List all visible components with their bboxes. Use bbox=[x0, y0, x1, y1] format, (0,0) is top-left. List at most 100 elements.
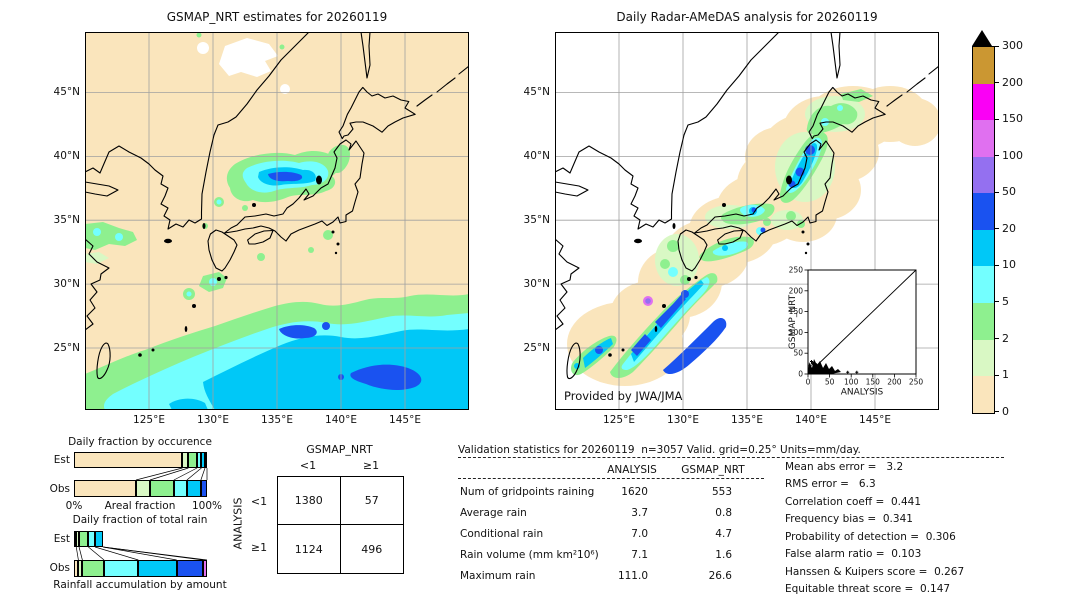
occurrence-obs-bar bbox=[74, 480, 208, 497]
colorbar-tick-mark bbox=[994, 155, 999, 157]
colorbar-labels: 0 1 2 5 10 20 50 100 150 200 300 bbox=[994, 39, 1034, 418]
connector-line bbox=[102, 546, 208, 561]
colorbar-tick-label: 20 bbox=[1002, 221, 1016, 235]
bar-segment bbox=[200, 480, 207, 497]
right-map: 0 50 100 150 200 250 0 50 100 150 200 25… bbox=[555, 32, 939, 410]
validation-header: Validation statistics for 20260119 n=305… bbox=[458, 444, 861, 456]
right-map-title: Daily Radar-AMeDAS analysis for 20260119 bbox=[616, 10, 878, 24]
colorbar bbox=[972, 46, 995, 414]
colorbar-segment-200-300 bbox=[973, 47, 994, 84]
colorbar-tick-label: 50 bbox=[1002, 185, 1016, 199]
areal-fraction-label: Areal fraction bbox=[104, 500, 176, 512]
totalrain-est-bar bbox=[74, 531, 208, 547]
contingency-cell: 496 bbox=[361, 542, 383, 556]
connector-line bbox=[94, 546, 139, 561]
connector-line bbox=[149, 467, 189, 481]
connector-line bbox=[135, 467, 183, 481]
colorbar-segment-0-1 bbox=[973, 376, 994, 413]
summary-stat: False alarm ratio = 0.103 bbox=[785, 548, 922, 560]
est-row-label: Est bbox=[53, 533, 70, 545]
contingency-cell: 1380 bbox=[278, 477, 341, 525]
connector-line bbox=[173, 467, 198, 481]
lon-tick-label: 145°E bbox=[389, 414, 421, 426]
bar-segment bbox=[74, 531, 77, 547]
bar-segment bbox=[197, 452, 202, 468]
bar-segment bbox=[173, 480, 187, 497]
lat-tick-label: 40°N bbox=[53, 150, 80, 162]
lon-tick-label: 145°E bbox=[859, 414, 891, 426]
colorbar-tick-mark bbox=[994, 264, 999, 266]
lat-tick-label: 35°N bbox=[53, 214, 80, 226]
colorbar-tick-mark bbox=[994, 191, 999, 193]
identity-line bbox=[807, 269, 917, 375]
inset-y-tick-labels: 0 50 100 150 200 250 bbox=[789, 266, 804, 379]
colorbar-tick-mark bbox=[994, 45, 999, 47]
colorbar-tick-label: 150 bbox=[1002, 112, 1023, 126]
bar-segment bbox=[76, 531, 80, 547]
contingency-row-label: <1 bbox=[250, 495, 268, 508]
svg-text:200: 200 bbox=[789, 286, 804, 295]
occurrence-chart-title: Daily fraction by occurence bbox=[68, 436, 212, 448]
summary-stat: Frequency bias = 0.341 bbox=[785, 513, 913, 525]
colorbar-tick-label: 10 bbox=[1002, 258, 1016, 272]
left-map-canvas bbox=[85, 32, 469, 410]
lon-tick-label: 135°E bbox=[261, 414, 293, 426]
validation-row-label: Maximum rain bbox=[460, 570, 536, 582]
connector-line bbox=[88, 546, 105, 561]
bar-segment bbox=[74, 452, 183, 468]
colorbar-tick-mark bbox=[994, 118, 999, 120]
analysis-axis-label: ANALYSIS bbox=[231, 497, 245, 550]
left-map-nodata-patches bbox=[197, 38, 290, 94]
bar-segment bbox=[182, 452, 189, 468]
obs-row-label: Obs bbox=[49, 562, 70, 574]
bar-segment bbox=[78, 560, 83, 577]
totalrain-connectors bbox=[75, 546, 208, 561]
bar-segment bbox=[74, 560, 79, 577]
colorbar-tick-label: 5 bbox=[1002, 294, 1009, 308]
contingency-col-label: ≥1 bbox=[362, 459, 380, 472]
est-row-label: Est bbox=[53, 454, 70, 466]
colorbar-tick-label: 2 bbox=[1002, 331, 1009, 345]
colorbar-segment-10-20 bbox=[973, 229, 994, 267]
bar-segment bbox=[95, 531, 103, 547]
inset-x-tick-labels: 0 50 100 150 200 250 bbox=[806, 378, 924, 387]
svg-text:50: 50 bbox=[825, 378, 835, 387]
contingency-col-label: <1 bbox=[299, 459, 317, 472]
bar-segment bbox=[203, 560, 207, 577]
right-map-canvas: 0 50 100 150 200 250 0 50 100 150 200 25… bbox=[555, 32, 939, 410]
contingency-cell: 57 bbox=[340, 477, 403, 525]
validation-value: 7.1 bbox=[631, 549, 648, 561]
lon-tick-label: 125°E bbox=[133, 414, 165, 426]
lon-tick-label: 130°E bbox=[197, 414, 229, 426]
validation-value: 26.6 bbox=[708, 570, 732, 582]
validation-value: 4.7 bbox=[715, 528, 732, 540]
connector-line bbox=[78, 546, 83, 561]
validation-value: 1.6 bbox=[715, 549, 732, 561]
colorbar-tick-mark bbox=[994, 374, 999, 376]
bar-segment bbox=[188, 452, 198, 468]
lat-tick-label: 30°N bbox=[53, 278, 80, 290]
lon-tick-label: 125°E bbox=[603, 414, 635, 426]
divider bbox=[458, 457, 1004, 458]
contingency-table: 1380 57 1124 496 bbox=[277, 476, 404, 574]
validation-col-header: GSMAP_NRT bbox=[681, 464, 745, 476]
inset-scatter: 0 50 100 150 200 250 0 50 100 150 200 25… bbox=[788, 266, 923, 398]
bar-segment bbox=[138, 560, 177, 577]
bar-segment bbox=[149, 480, 174, 497]
svg-text:250: 250 bbox=[789, 266, 804, 275]
validation-value: 7.0 bbox=[631, 528, 648, 540]
validation-row-label: Average rain bbox=[460, 507, 527, 519]
lat-tick-label: 45°N bbox=[53, 86, 80, 98]
lon-tick-label: 135°E bbox=[731, 414, 763, 426]
colorbar-tick-mark bbox=[994, 82, 999, 84]
svg-text:50: 50 bbox=[793, 349, 803, 358]
colorbar-tick-mark bbox=[994, 338, 999, 340]
lon-tick-label: 140°E bbox=[795, 414, 827, 426]
bar-segment bbox=[186, 480, 201, 497]
colorbar-tick-mark bbox=[994, 301, 999, 303]
connector-line bbox=[75, 546, 79, 561]
summary-stat: Correlation coeff = 0.441 bbox=[785, 496, 921, 508]
svg-text:0: 0 bbox=[798, 370, 803, 379]
bar-segment bbox=[82, 560, 105, 577]
validation-row-label: Rain volume (mm km²10⁶) bbox=[460, 549, 599, 561]
